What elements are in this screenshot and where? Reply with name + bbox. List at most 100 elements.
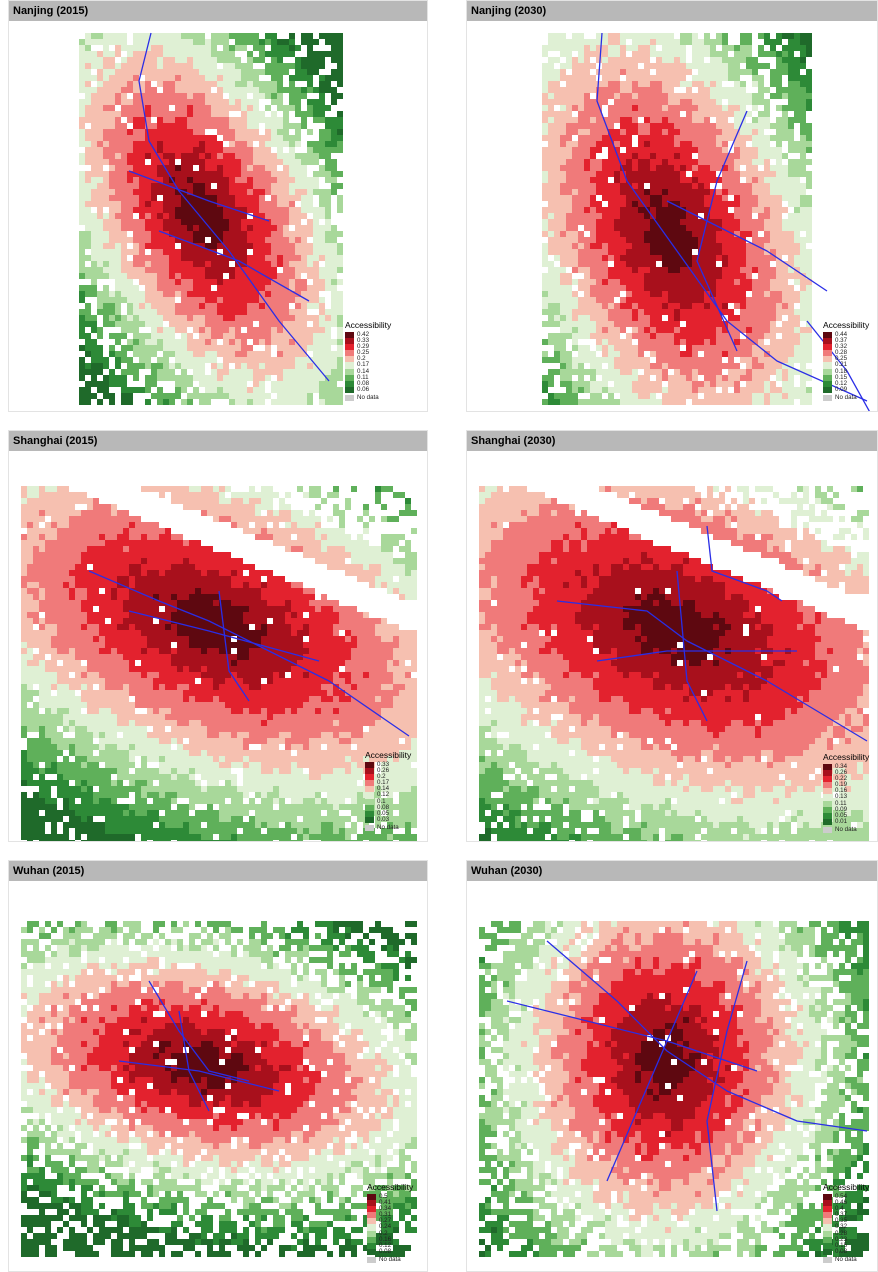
raster-cell: [205, 225, 211, 231]
raster-cell: [710, 303, 716, 309]
raster-cell: [656, 99, 662, 105]
raster-cell: [548, 111, 554, 117]
raster-cell: [109, 303, 115, 309]
raster-cell: [668, 105, 674, 111]
raster-cell: [193, 57, 199, 63]
raster-cell: [596, 81, 602, 87]
raster-cell: [79, 363, 85, 369]
raster-cell: [644, 63, 650, 69]
raster-cell: [638, 297, 644, 303]
raster-cell: [187, 285, 193, 291]
raster-cell: [722, 171, 728, 177]
raster-cell: [776, 135, 782, 141]
raster-cell: [578, 297, 584, 303]
raster-cell: [223, 69, 229, 75]
raster-cell: [764, 261, 770, 267]
raster-cell: [181, 345, 187, 351]
raster-cell: [265, 321, 271, 327]
raster-cell: [614, 51, 620, 57]
raster-cell: [656, 327, 662, 333]
raster-cell: [277, 105, 283, 111]
raster-cell: [608, 285, 614, 291]
raster-cell: [211, 243, 217, 249]
raster-cell: [151, 351, 157, 357]
raster-cell: [668, 33, 674, 39]
raster-cell: [235, 141, 241, 147]
raster-cell: [127, 153, 133, 159]
raster-cell: [289, 153, 295, 159]
raster-cell: [728, 225, 734, 231]
raster-cell: [253, 369, 259, 375]
raster-cell: [692, 345, 698, 351]
raster-cell: [331, 267, 337, 273]
raster-cell: [590, 87, 596, 93]
raster-cell: [662, 33, 668, 39]
raster-cell: [596, 303, 602, 309]
raster-cell: [542, 399, 548, 405]
raster-cell: [193, 135, 199, 141]
raster-cell: [710, 63, 716, 69]
raster-cell: [151, 45, 157, 51]
raster-cell: [205, 333, 211, 339]
raster-cell: [199, 57, 205, 63]
raster-cell: [668, 291, 674, 297]
raster-cell: [674, 351, 680, 357]
raster-cell: [247, 87, 253, 93]
raster-cell: [788, 39, 794, 45]
raster-cell: [794, 261, 800, 267]
raster-cell: [608, 327, 614, 333]
raster-cell: [554, 195, 560, 201]
raster-cell: [223, 345, 229, 351]
raster-cell: [596, 129, 602, 135]
raster-cell: [259, 183, 265, 189]
raster-cell: [229, 207, 235, 213]
raster-cell: [692, 39, 698, 45]
raster-cell: [794, 141, 800, 147]
raster-cell: [758, 45, 764, 51]
raster-cell: [301, 87, 307, 93]
raster-cell: [121, 57, 127, 63]
raster-cell: [734, 183, 740, 189]
raster-cell: [584, 333, 590, 339]
raster-cell: [806, 129, 812, 135]
raster-cell: [542, 123, 548, 129]
raster-cell: [241, 267, 247, 273]
raster-cell: [614, 267, 620, 273]
raster-cell: [289, 393, 295, 399]
raster-cell: [572, 141, 578, 147]
raster-cell: [788, 87, 794, 93]
raster-cell: [644, 309, 650, 315]
raster-cell: [800, 273, 806, 279]
raster-cell: [163, 309, 169, 315]
raster-cell: [241, 249, 247, 255]
raster-cell: [794, 297, 800, 303]
raster-cell: [79, 69, 85, 75]
raster-cell: [271, 321, 277, 327]
raster-cell: [337, 117, 343, 123]
raster-cell: [674, 357, 680, 363]
raster-cell: [668, 345, 674, 351]
raster-cell: [331, 135, 337, 141]
raster-cell: [782, 303, 788, 309]
raster-cell: [313, 159, 319, 165]
raster-cell: [704, 321, 710, 327]
raster-cell: [307, 399, 313, 405]
raster-cell: [764, 273, 770, 279]
raster-cell: [758, 369, 764, 375]
raster-cell: [794, 333, 800, 339]
raster-cell: [662, 237, 668, 243]
raster-cell: [662, 387, 668, 393]
raster-cell: [217, 345, 223, 351]
raster-cell: [542, 45, 548, 51]
raster-cell: [716, 351, 722, 357]
raster-cell: [698, 255, 704, 261]
raster-cell: [554, 201, 560, 207]
raster-cell: [788, 327, 794, 333]
raster-cell: [752, 357, 758, 363]
raster-cell: [145, 273, 151, 279]
raster-cell: [199, 339, 205, 345]
raster-cell: [79, 255, 85, 261]
raster-cell: [548, 195, 554, 201]
raster-cell: [91, 255, 97, 261]
raster-cell: [241, 285, 247, 291]
